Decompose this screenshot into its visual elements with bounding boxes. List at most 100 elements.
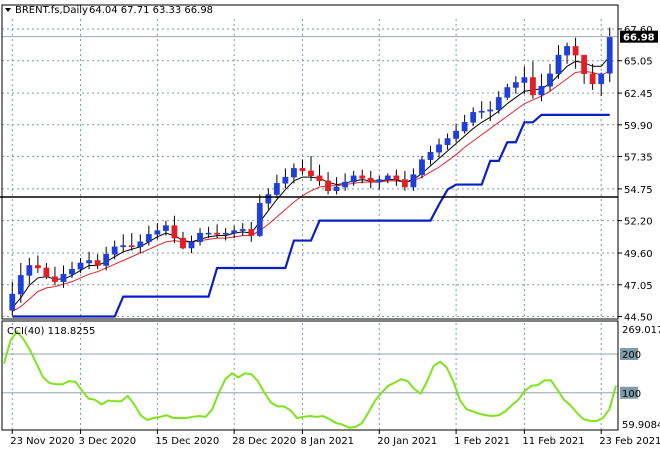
candle-43 [376, 175, 383, 190]
price-tick-label-0: 44.50 [624, 313, 653, 324]
candle-body [470, 112, 477, 123]
candle-body [94, 260, 101, 266]
candle-body [52, 276, 58, 282]
candle-body [521, 77, 528, 83]
candle-5 [52, 266, 58, 286]
price-tick-label-1: 47.05 [624, 281, 653, 292]
candle-body [273, 183, 280, 195]
candle-body [444, 138, 451, 145]
candle-body [581, 54, 588, 75]
candle-22 [197, 228, 203, 246]
time-axis: 23 Nov 2020 3 Dec 2020 15 Dec 2020 28 Dec 2… [10, 430, 660, 447]
time-tick-label-0: 23 Nov 2020 [10, 436, 74, 447]
candle-58 [504, 83, 511, 100]
candle-body [419, 159, 425, 175]
candle-51 [444, 133, 451, 150]
candle-body [77, 262, 84, 270]
candle-63 [547, 63, 553, 92]
chart-menu-triangle-icon[interactable] [5, 8, 11, 12]
candle-body [530, 77, 536, 96]
candle-16 [145, 225, 152, 246]
time-tick-label-2: 15 Dec 2020 [155, 436, 219, 447]
candle-body [478, 110, 485, 113]
candle-body [376, 179, 383, 183]
price-tick-label-8: 65.05 [624, 57, 653, 68]
candle-body [333, 186, 340, 192]
candle-4 [43, 262, 50, 280]
candle-3 [34, 255, 41, 273]
candle-body [188, 241, 195, 249]
time-tick-label-7: 11 Feb 2021 [522, 436, 584, 447]
price-tick-label-3: 52.20 [624, 217, 653, 228]
candle-28 [248, 221, 255, 242]
candle-47 [410, 168, 417, 191]
candle-19 [171, 215, 178, 244]
candle-body [265, 194, 272, 204]
candles-layer [9, 27, 613, 316]
candle-66 [572, 37, 579, 69]
candle-61 [530, 61, 536, 99]
candle-body [316, 175, 323, 182]
candle-57 [495, 91, 502, 114]
candle-17 [154, 223, 161, 240]
cci-tick-label-2: 200 [622, 350, 641, 361]
candle-48 [419, 155, 425, 179]
price-axis: 44.50 47.05 49.60 52.20 54.75 57.35 59.90 62.45… [618, 25, 658, 324]
candle-69 [598, 72, 605, 97]
slow-moving-average-line [12, 70, 610, 312]
candle-body [222, 232, 229, 235]
candle-body [453, 130, 459, 139]
candle-body [17, 275, 24, 295]
candle-body [26, 265, 33, 276]
horizontal-level-layer [0, 36, 618, 198]
candle-53 [461, 114, 468, 134]
candle-60 [521, 66, 528, 94]
time-tick-label-1: 3 Dec 2020 [79, 436, 137, 447]
candle-body [325, 180, 331, 192]
time-tick-label-3: 28 Dec 2020 [232, 436, 296, 447]
candle-body [401, 179, 408, 188]
candle-body [34, 265, 41, 269]
candle-body [86, 260, 92, 264]
candle-body [43, 267, 50, 277]
candle-body [69, 268, 75, 275]
cci-line-layer [3, 329, 617, 429]
candle-body [154, 230, 161, 235]
candle-body [231, 230, 238, 234]
candle-body [214, 232, 221, 235]
candle-52 [453, 123, 459, 143]
candle-62 [538, 73, 545, 102]
candle-55 [478, 101, 485, 119]
candle-32 [282, 168, 289, 189]
price-tick-label-7: 62.45 [624, 89, 653, 100]
candle-12 [111, 240, 118, 260]
candle-14 [128, 233, 135, 251]
symbol-label: BRENT.fs,Daily [15, 5, 88, 16]
candle-40 [350, 170, 357, 186]
candle-9 [86, 251, 92, 270]
candle-37 [325, 172, 331, 195]
candle-body [171, 225, 178, 239]
candle-body [359, 175, 366, 179]
price-tick-label-5: 57.35 [624, 153, 653, 164]
time-tick-label-8: 23 Feb 2021 [599, 436, 660, 447]
candle-body [410, 174, 417, 188]
candle-body [248, 229, 255, 236]
candle-body [111, 246, 118, 255]
cci-tick-label-1: 100 [622, 389, 641, 400]
cci-pane-frame [1, 320, 619, 431]
price-tick-label-2: 49.60 [624, 249, 653, 260]
candle-20 [180, 231, 186, 250]
candle-body [180, 237, 186, 249]
candle-42 [367, 170, 374, 189]
candle-41 [359, 169, 366, 184]
candle-39 [342, 173, 349, 191]
candle-body [308, 170, 314, 177]
price-tick-label-6: 59.90 [624, 121, 653, 132]
trail-stop-layer [12, 113, 610, 318]
candle-body [504, 87, 511, 98]
candle-body [598, 73, 605, 84]
candle-body [256, 202, 263, 236]
candle-27 [239, 223, 246, 236]
